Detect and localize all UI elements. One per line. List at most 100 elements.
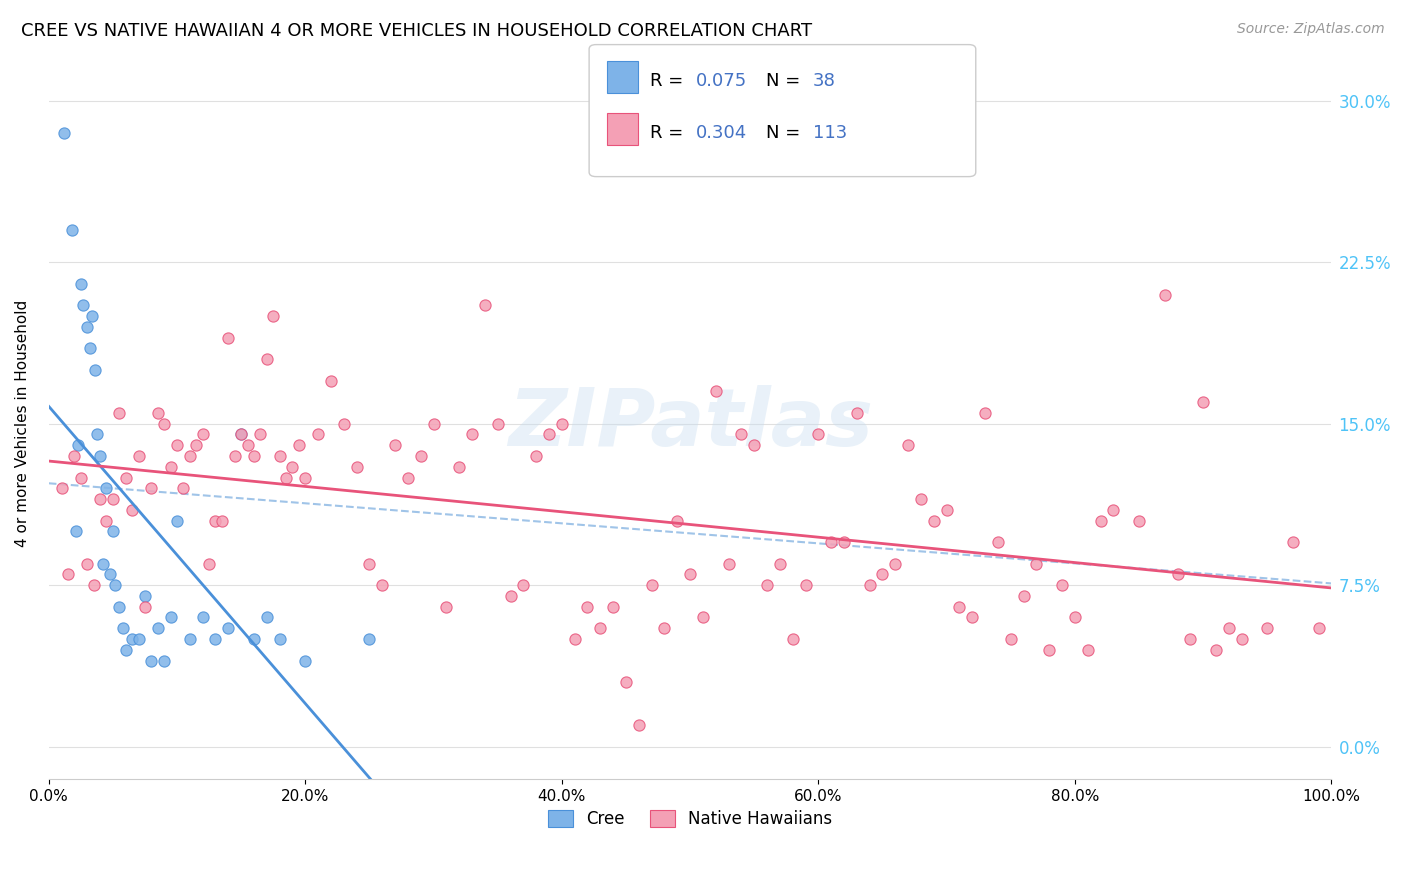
Point xyxy=(236,438,259,452)
Point xyxy=(211,514,233,528)
Point xyxy=(256,352,278,367)
Point xyxy=(243,449,266,463)
Point xyxy=(832,535,855,549)
Point xyxy=(96,481,118,495)
Point xyxy=(434,599,457,614)
Point xyxy=(654,621,676,635)
Point xyxy=(409,449,432,463)
Point xyxy=(474,298,496,312)
Point xyxy=(332,417,354,431)
Point xyxy=(1025,557,1047,571)
Text: 113: 113 xyxy=(813,124,846,142)
Point xyxy=(948,599,970,614)
Text: ZIPatlas: ZIPatlas xyxy=(508,384,873,463)
Point xyxy=(1230,632,1253,646)
Text: Source: ZipAtlas.com: Source: ZipAtlas.com xyxy=(1237,22,1385,37)
Point xyxy=(384,438,406,452)
Point xyxy=(231,427,253,442)
Point xyxy=(166,514,188,528)
Point xyxy=(121,503,143,517)
Point xyxy=(128,449,150,463)
Point xyxy=(1153,287,1175,301)
Point xyxy=(141,481,163,495)
Point xyxy=(114,470,136,484)
Point xyxy=(602,599,624,614)
Point xyxy=(692,610,714,624)
Point xyxy=(1064,610,1087,624)
Point xyxy=(108,599,131,614)
Point xyxy=(704,384,727,399)
Point xyxy=(256,610,278,624)
Point xyxy=(69,470,91,484)
Point xyxy=(76,557,98,571)
Point xyxy=(627,718,650,732)
Point xyxy=(84,363,107,377)
Point xyxy=(69,277,91,291)
Point xyxy=(217,621,239,635)
Point xyxy=(112,621,135,635)
Legend: Cree, Native Hawaiians: Cree, Native Hawaiians xyxy=(541,803,839,835)
Point xyxy=(79,342,101,356)
Point xyxy=(359,632,381,646)
Point xyxy=(146,621,169,635)
Point xyxy=(191,610,214,624)
Point xyxy=(910,491,932,506)
Point xyxy=(60,223,83,237)
Point xyxy=(63,449,86,463)
Point xyxy=(191,427,214,442)
Point xyxy=(53,126,76,140)
Point xyxy=(67,438,90,452)
Point xyxy=(512,578,534,592)
Point xyxy=(134,589,156,603)
Point xyxy=(83,578,105,592)
Point xyxy=(807,427,830,442)
Point xyxy=(98,567,121,582)
Point xyxy=(1077,642,1099,657)
Point xyxy=(794,578,817,592)
Point xyxy=(141,653,163,667)
Point xyxy=(146,406,169,420)
Point xyxy=(114,642,136,657)
Point xyxy=(974,406,997,420)
Point xyxy=(179,632,201,646)
Point xyxy=(231,427,253,442)
Point xyxy=(1256,621,1278,635)
Text: N =: N = xyxy=(766,124,806,142)
Point xyxy=(962,610,984,624)
Point xyxy=(269,632,291,646)
Point xyxy=(922,514,945,528)
Point xyxy=(134,599,156,614)
Point xyxy=(153,417,176,431)
Point xyxy=(589,621,612,635)
Point xyxy=(935,503,957,517)
Point xyxy=(396,470,419,484)
Point xyxy=(166,438,188,452)
Point xyxy=(274,470,297,484)
Point xyxy=(524,449,547,463)
Point xyxy=(288,438,311,452)
Point xyxy=(897,438,920,452)
Text: 38: 38 xyxy=(813,72,835,90)
Point xyxy=(872,567,894,582)
Point xyxy=(987,535,1010,549)
Point xyxy=(307,427,329,442)
Point xyxy=(1102,503,1125,517)
Point xyxy=(1128,514,1150,528)
Point xyxy=(640,578,662,592)
Point xyxy=(730,427,752,442)
Point xyxy=(769,557,792,571)
Point xyxy=(159,459,181,474)
Point xyxy=(679,567,702,582)
Point xyxy=(249,427,271,442)
Point xyxy=(281,459,304,474)
Point xyxy=(82,309,104,323)
Point xyxy=(1205,642,1227,657)
Point xyxy=(717,557,740,571)
Point xyxy=(89,491,111,506)
Point xyxy=(1308,621,1330,635)
Point xyxy=(742,438,765,452)
Point xyxy=(461,427,484,442)
Point xyxy=(1166,567,1188,582)
Text: CREE VS NATIVE HAWAIIAN 4 OR MORE VEHICLES IN HOUSEHOLD CORRELATION CHART: CREE VS NATIVE HAWAIIAN 4 OR MORE VEHICL… xyxy=(21,22,813,40)
Point xyxy=(217,330,239,344)
